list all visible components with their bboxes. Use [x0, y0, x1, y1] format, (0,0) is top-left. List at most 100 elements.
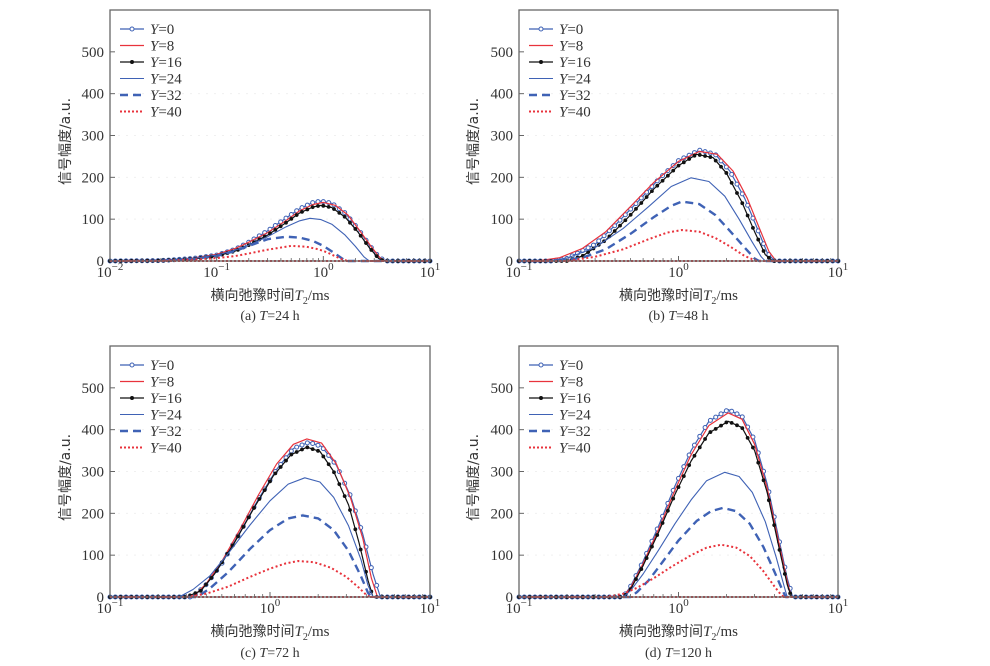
series-line-Y-32	[110, 514, 430, 599]
series-line-Y-40	[110, 560, 430, 598]
legend-item: Y=0	[120, 358, 174, 374]
legend-var: Y	[150, 88, 160, 104]
data-point	[650, 189, 654, 194]
data-point	[617, 217, 623, 223]
legend-value: =16	[567, 391, 591, 407]
y-tick-label: 100	[491, 212, 514, 228]
data-point	[294, 450, 299, 454]
data-point	[719, 164, 723, 169]
x-label-sub: 2	[711, 632, 716, 643]
legend-label: Y=32	[559, 88, 591, 104]
data-point	[284, 220, 288, 225]
x-tick-exponent: −2	[112, 261, 124, 273]
data-point	[204, 582, 208, 587]
data-point	[639, 567, 644, 571]
y-axis-label: 信号幅度/a.u.	[58, 434, 74, 521]
x-label-unit: /ms	[308, 624, 330, 640]
legend-item: Y=24	[120, 408, 182, 424]
x-tick-base: 10	[668, 265, 683, 281]
data-point	[782, 572, 787, 576]
legend-var: Y	[150, 424, 160, 440]
x-tick-label: 100	[313, 261, 334, 281]
x-tick-exponent: −1	[218, 261, 230, 273]
x-tick-label: 101	[420, 261, 441, 281]
y-tick-label: 100	[491, 548, 514, 564]
data-point	[724, 171, 729, 175]
legend-value: =8	[567, 375, 583, 391]
data-point	[745, 213, 750, 218]
data-point	[676, 163, 681, 168]
data-point	[278, 224, 283, 229]
data-point	[278, 465, 283, 469]
y-tick-label: 0	[506, 254, 514, 270]
data-point	[310, 447, 315, 452]
legend-value: =24	[158, 72, 182, 88]
data-point	[634, 206, 638, 211]
y-tick-label: 400	[82, 423, 105, 439]
legend-var: Y	[559, 88, 569, 104]
data-point	[209, 576, 214, 580]
legend-var: Y	[559, 391, 569, 407]
data-point	[639, 201, 644, 205]
legend-value: =8	[158, 375, 174, 391]
data-point	[618, 223, 622, 228]
x-tick-exponent: 1	[843, 261, 849, 273]
legend-marker-dot	[539, 396, 543, 400]
data-point	[257, 497, 262, 501]
data-point	[193, 591, 198, 596]
legend-label: Y=24	[150, 408, 182, 424]
y-tick-label: 300	[82, 465, 105, 481]
legend-item: Y=40	[529, 441, 591, 457]
legend-item: Y=24	[120, 72, 182, 88]
legend-marker-circle	[129, 362, 135, 368]
legend-label: Y=24	[150, 72, 182, 88]
x-tick-exponent: 0	[683, 597, 689, 609]
data-point	[241, 525, 246, 529]
data-point	[777, 547, 782, 552]
data-point	[708, 430, 713, 434]
legend-label: Y=40	[150, 441, 182, 457]
panel-caption: (c) T=72 h	[240, 646, 299, 661]
data-point	[299, 442, 305, 448]
data-point	[751, 445, 755, 450]
legend-label: Y=40	[559, 441, 591, 457]
legend-item: Y=8	[529, 39, 583, 55]
x-tick-exponent: 0	[275, 597, 281, 609]
data-point	[288, 448, 294, 454]
data-point	[740, 201, 745, 206]
legend-item: Y=8	[120, 39, 174, 55]
x-tick-label: 100	[668, 597, 689, 617]
data-point	[252, 506, 256, 510]
legend: Y=0Y=8Y=16Y=24Y=32Y=40	[120, 22, 182, 121]
data-point	[729, 420, 734, 425]
x-tick-exponent: −1	[521, 261, 533, 273]
x-tick-exponent: 1	[435, 597, 441, 609]
x-tick-base: 10	[668, 601, 683, 617]
y-tick-label: 500	[491, 45, 514, 61]
data-point	[294, 213, 299, 217]
data-point	[740, 426, 745, 431]
data-point	[294, 444, 300, 450]
legend-value: =0	[158, 22, 174, 38]
data-point	[724, 420, 729, 425]
legend-item: Y=32	[120, 88, 182, 104]
legend-var: Y	[150, 55, 160, 71]
legend-var: Y	[559, 408, 569, 424]
y-tick-label: 100	[82, 548, 105, 564]
data-point	[692, 153, 697, 158]
legend-marker-circle	[538, 26, 544, 32]
data-point	[326, 462, 331, 467]
legend-var: Y	[150, 39, 160, 55]
legend-item: Y=40	[529, 105, 591, 121]
x-axis-label: 横向弛豫时间T2/ms	[210, 624, 329, 643]
legend-marker-circle	[129, 26, 135, 32]
series-group	[107, 199, 433, 264]
data-point	[348, 220, 352, 225]
legend-value: =40	[158, 105, 181, 121]
caption-part: =72 h	[267, 646, 299, 661]
data-point	[681, 160, 686, 165]
legend-item: Y=0	[529, 358, 583, 374]
